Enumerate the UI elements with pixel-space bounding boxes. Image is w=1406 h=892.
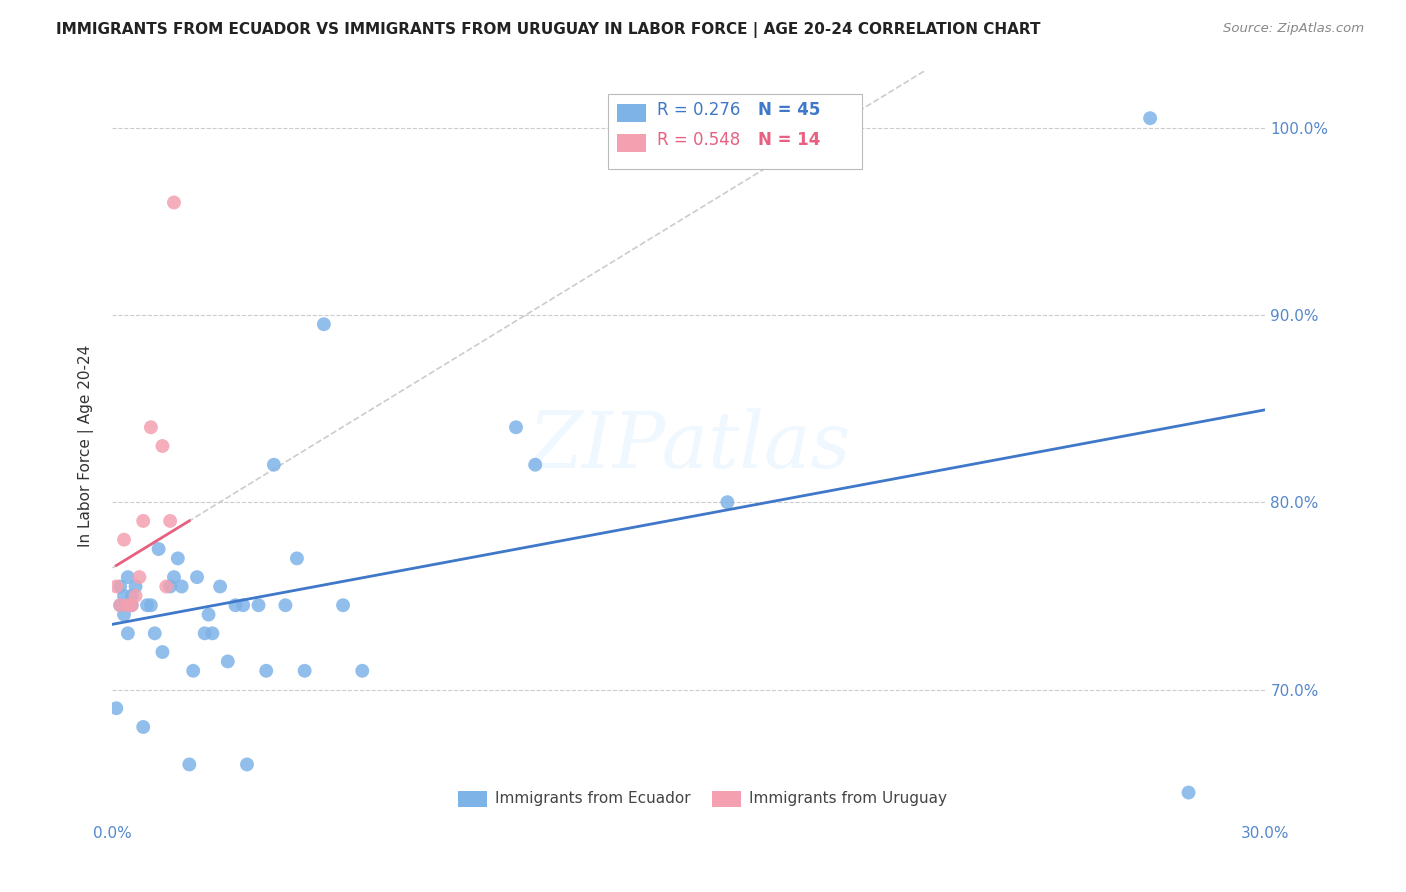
Point — [108, 599, 131, 613]
Point — [201, 626, 224, 640]
Point — [294, 664, 316, 678]
Point — [148, 542, 170, 557]
Point — [117, 570, 139, 584]
Point — [179, 832, 201, 847]
Point — [224, 599, 246, 613]
Point — [108, 599, 131, 613]
Point — [163, 195, 186, 210]
FancyBboxPatch shape — [617, 134, 647, 153]
Point — [352, 664, 374, 678]
Point — [312, 318, 335, 332]
FancyBboxPatch shape — [617, 103, 647, 122]
Point — [274, 599, 297, 613]
Point — [197, 607, 219, 622]
Text: IMMIGRANTS FROM ECUADOR VS IMMIGRANTS FROM URUGUAY IN LABOR FORCE | AGE 20-24 CO: IMMIGRANTS FROM ECUADOR VS IMMIGRANTS FR… — [56, 22, 1040, 38]
Point — [186, 570, 208, 584]
Point — [159, 580, 181, 594]
Point — [132, 514, 155, 528]
FancyBboxPatch shape — [609, 94, 862, 169]
Point — [112, 607, 135, 622]
FancyBboxPatch shape — [458, 790, 488, 807]
Point — [136, 599, 159, 613]
Point — [170, 580, 193, 594]
Point — [1139, 112, 1161, 126]
Text: Immigrants from Ecuador: Immigrants from Ecuador — [495, 790, 690, 805]
Text: Immigrants from Uruguay: Immigrants from Uruguay — [749, 790, 946, 805]
Point — [143, 626, 166, 640]
Point — [124, 589, 146, 603]
Point — [209, 580, 232, 594]
Point — [254, 664, 277, 678]
Point — [112, 533, 135, 547]
Point — [117, 626, 139, 640]
Point — [232, 599, 254, 613]
Point — [105, 580, 128, 594]
Point — [108, 580, 131, 594]
Y-axis label: In Labor Force | Age 20-24: In Labor Force | Age 20-24 — [77, 345, 94, 547]
Point — [247, 599, 270, 613]
Point — [166, 551, 188, 566]
Point — [236, 757, 259, 772]
Point — [128, 570, 150, 584]
Point — [217, 655, 239, 669]
Point — [179, 757, 201, 772]
Point — [121, 589, 143, 603]
Point — [139, 599, 162, 613]
Text: ZIPatlas: ZIPatlas — [527, 408, 851, 484]
Text: N = 14: N = 14 — [758, 131, 821, 149]
Point — [716, 495, 738, 509]
Point — [112, 589, 135, 603]
Point — [124, 580, 146, 594]
Point — [117, 599, 139, 613]
Point — [181, 664, 204, 678]
Point — [524, 458, 547, 472]
Point — [163, 570, 186, 584]
Text: Source: ZipAtlas.com: Source: ZipAtlas.com — [1223, 22, 1364, 36]
Point — [152, 645, 174, 659]
Point — [105, 701, 128, 715]
Point — [159, 514, 181, 528]
Point — [505, 420, 527, 434]
Point — [332, 599, 354, 613]
Point — [194, 626, 217, 640]
Text: N = 45: N = 45 — [758, 102, 821, 120]
Text: R = 0.548: R = 0.548 — [657, 131, 740, 149]
Text: R = 0.276: R = 0.276 — [657, 102, 740, 120]
Point — [263, 458, 285, 472]
Point — [155, 580, 177, 594]
Point — [285, 551, 308, 566]
Point — [152, 439, 174, 453]
Point — [1177, 786, 1199, 800]
Point — [121, 599, 143, 613]
FancyBboxPatch shape — [711, 790, 741, 807]
Point — [121, 599, 143, 613]
Point — [132, 720, 155, 734]
Point — [139, 420, 162, 434]
